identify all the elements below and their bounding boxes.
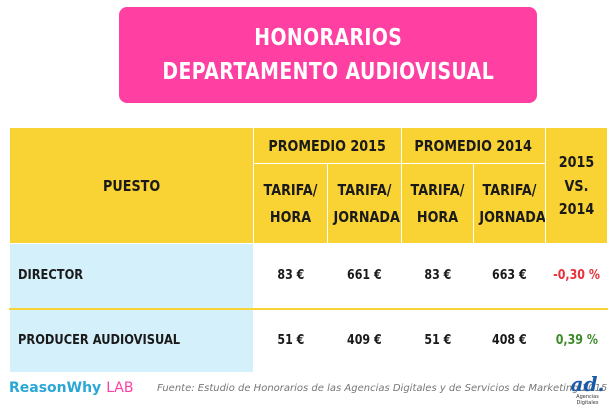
ad-logo-tagline: Agencias Digitales — [576, 394, 599, 406]
subheader-hora-2015: TARIFA/ HORA — [253, 163, 328, 244]
title-line-2: DEPARTAMENTO AUDIOVISUAL — [162, 59, 494, 85]
cell-jornada-2015: 409 € — [326, 308, 403, 373]
title-line-1: HONORARIOS — [253, 25, 403, 51]
row-label-director: DIRECTOR — [9, 243, 254, 310]
cell-change-negative: -0,30 % — [545, 243, 609, 310]
group-header-2015: PROMEDIO 2015 — [252, 127, 403, 164]
title-banner: HONORARIOS DEPARTAMENTO AUDIOVISUAL — [119, 7, 537, 103]
subheader-jornada-2014: TARIFA/ JORNADA — [473, 163, 547, 244]
cell-jornada-2015: 661 € — [326, 243, 403, 310]
row-label-producer: PRODUCER AUDIOVISUAL — [9, 308, 254, 373]
cell-jornada-2014: 408 € — [473, 308, 547, 373]
cell-hora-2015: 51 € — [253, 308, 328, 373]
cell-jornada-2014: 663 € — [473, 243, 547, 310]
cell-hora-2014: 83 € — [401, 243, 475, 310]
table-row: PRODUCER AUDIOVISUAL 51 € 409 € 51 € 408… — [9, 308, 609, 373]
subheader-jornada-2015: TARIFA/ JORNADA — [326, 163, 403, 244]
cell-hora-2014: 51 € — [401, 308, 475, 373]
subheader-hora-2014: TARIFA/ HORA — [401, 163, 475, 244]
fees-table: PUESTO PROMEDIO 2015 PROMEDIO 2014 2015 … — [9, 127, 609, 373]
ad-logo-mark: ad. — [570, 372, 605, 396]
cell-hora-2015: 83 € — [253, 243, 328, 310]
agencias-digitales-logo: ad. Agencias Digitales — [565, 374, 610, 406]
brand-suffix: LAB — [106, 380, 134, 396]
compare-header: 2015 VS. 2014 — [545, 127, 609, 244]
cell-change-positive: 0,39 % — [545, 308, 609, 373]
source-note: Fuente: Estudio de Honorarios de las Age… — [157, 383, 608, 394]
brand-name: ReasonWhy — [9, 380, 102, 396]
puesto-header: PUESTO — [9, 127, 254, 244]
reasonwhy-logo: ReasonWhy LAB — [9, 380, 134, 396]
group-header-2014: PROMEDIO 2014 — [401, 127, 547, 164]
table-row: DIRECTOR 83 € 661 € 83 € 663 € -0,30 % — [9, 243, 609, 310]
